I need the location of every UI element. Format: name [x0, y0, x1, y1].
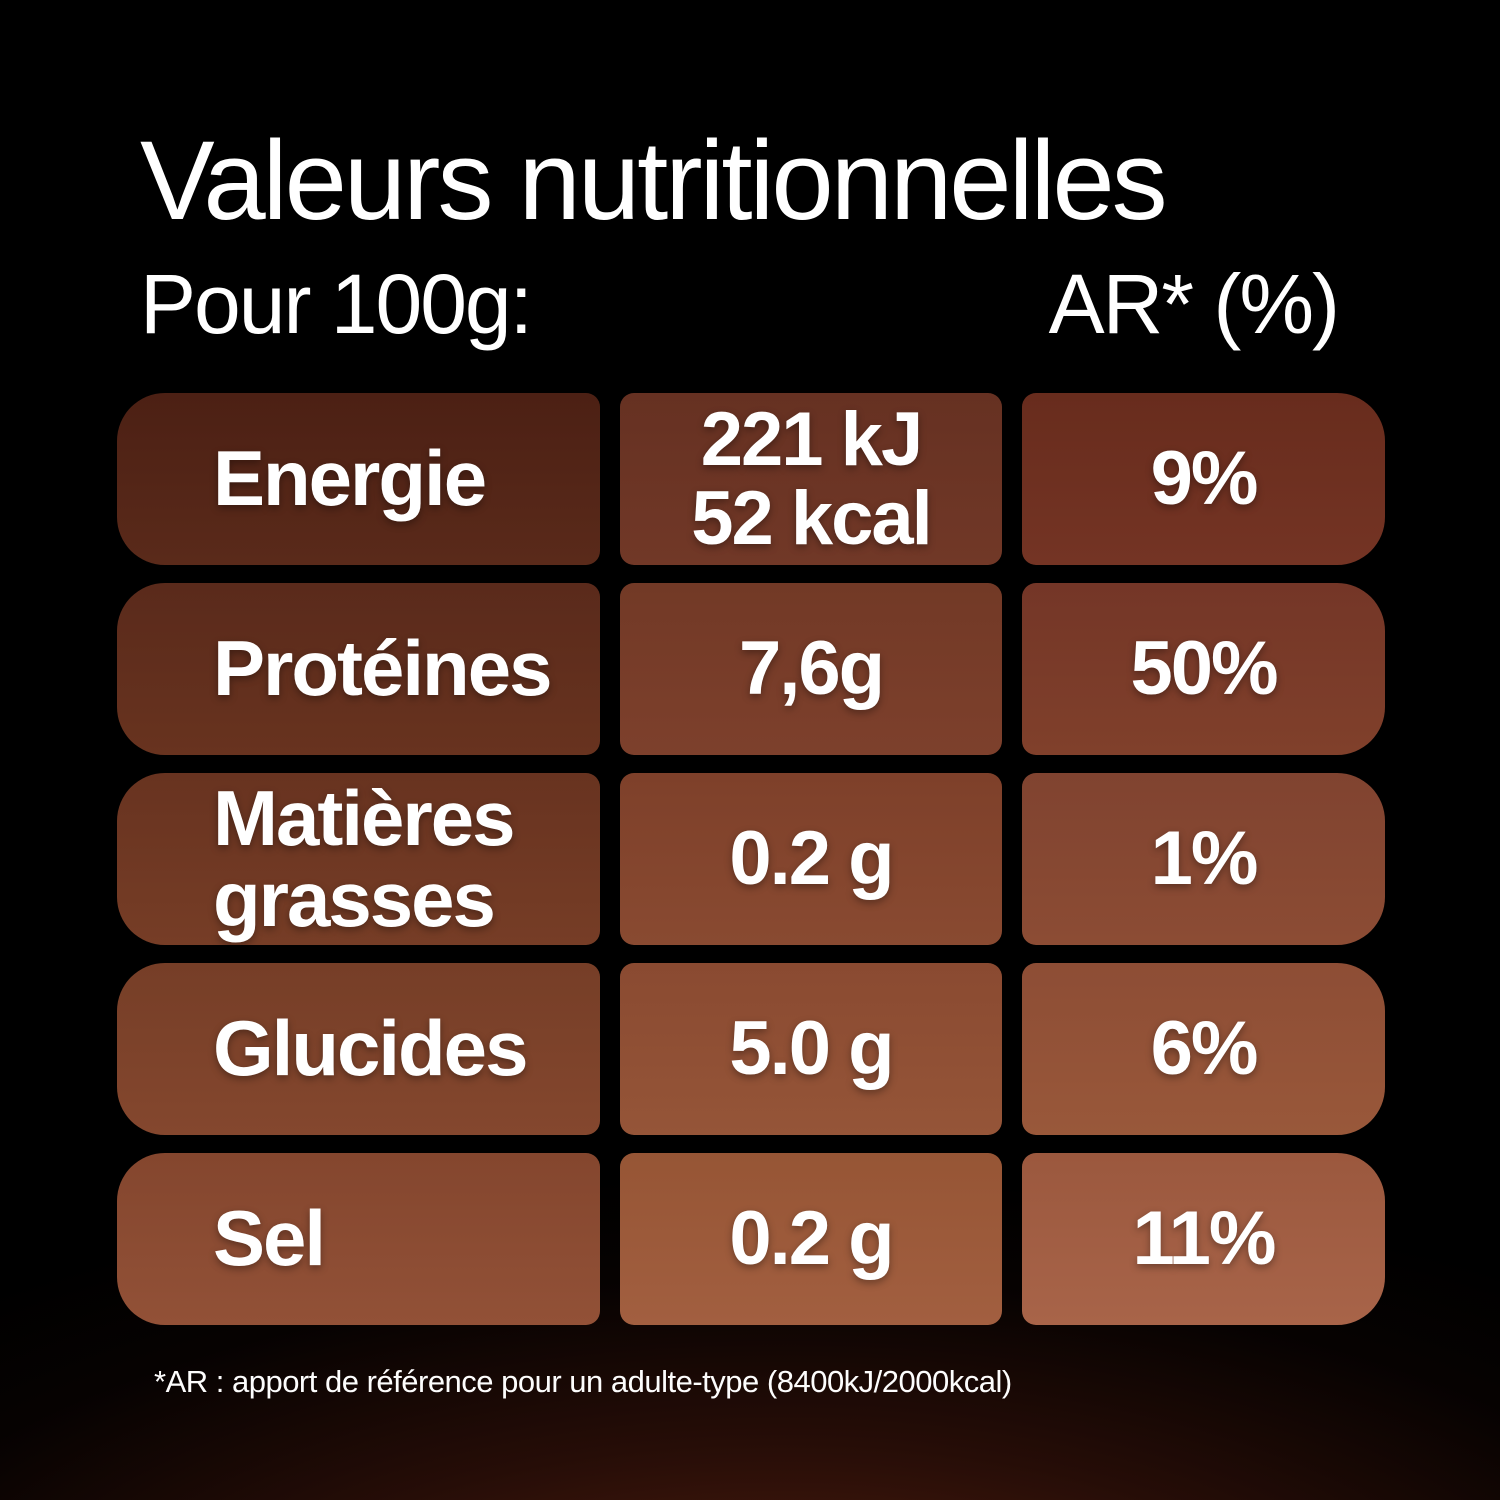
serving-label: Pour 100g:: [140, 257, 533, 351]
nutrient-ar-cell: 9%: [1022, 393, 1385, 565]
nutrient-value-cell: 0.2 g: [620, 773, 1002, 945]
nutrient-ar-cell: 11%: [1022, 1153, 1385, 1325]
table-row-sel: Sel 0.2 g 11%: [117, 1153, 1385, 1325]
nutrient-ar-cell: 6%: [1022, 963, 1385, 1135]
nutrient-value: 0.2 g: [729, 1196, 894, 1282]
nutrient-label-cell: Energie: [117, 393, 600, 565]
nutrient-ar-cell: 50%: [1022, 583, 1385, 755]
nutrient-label: Glucides: [213, 1004, 528, 1093]
page-title: Valeurs nutritionnelles: [140, 118, 1168, 243]
table-row-glucides: Glucides 5.0 g 6%: [117, 963, 1385, 1135]
reference-intake-footnote: *AR : apport de référence pour un adulte…: [154, 1364, 1012, 1399]
table-row-proteines: Protéines 7,6g 50%: [117, 583, 1385, 755]
nutrition-table: Energie 221 kJ 52 kcal 9% Protéines: [117, 393, 1385, 1325]
table-row-matieres-grasses: Matières grasses 0.2 g 1%: [117, 773, 1385, 945]
nutrient-value: 221 kJ 52 kcal: [691, 396, 933, 561]
nutrient-label-cell: Glucides: [117, 963, 600, 1135]
nutrient-label: Protéines: [213, 624, 552, 713]
nutrient-ar-value: 6%: [1150, 1006, 1259, 1092]
nutrient-value-cell: 221 kJ 52 kcal: [620, 393, 1002, 565]
nutrient-value: 7,6g: [738, 626, 885, 712]
nutrient-value-cell: 7,6g: [620, 583, 1002, 755]
nutrient-value: 0.2 g: [729, 816, 894, 902]
nutrient-label-cell: Matières grasses: [117, 773, 600, 945]
nutrient-label: Matières grasses: [213, 773, 515, 943]
nutrient-ar-value: 1%: [1150, 816, 1259, 902]
table-row-energie: Energie 221 kJ 52 kcal 9%: [117, 393, 1385, 565]
nutrient-label-cell: Sel: [117, 1153, 600, 1325]
nutrient-ar-value: 9%: [1150, 436, 1259, 522]
nutrient-label: Energie: [213, 434, 487, 523]
nutrient-value: 5.0 g: [729, 1006, 894, 1092]
nutrient-value-cell: 5.0 g: [620, 963, 1002, 1135]
nutrient-ar-cell: 1%: [1022, 773, 1385, 945]
subtitle-row: Pour 100g: AR* (%): [140, 257, 1340, 351]
nutrient-label-cell: Protéines: [117, 583, 600, 755]
nutrient-ar-value: 11%: [1132, 1196, 1277, 1282]
reference-intake-header: AR* (%): [1048, 257, 1340, 351]
nutrient-ar-value: 50%: [1130, 626, 1278, 712]
nutrient-label: Sel: [213, 1194, 326, 1283]
nutrient-value-cell: 0.2 g: [620, 1153, 1002, 1325]
